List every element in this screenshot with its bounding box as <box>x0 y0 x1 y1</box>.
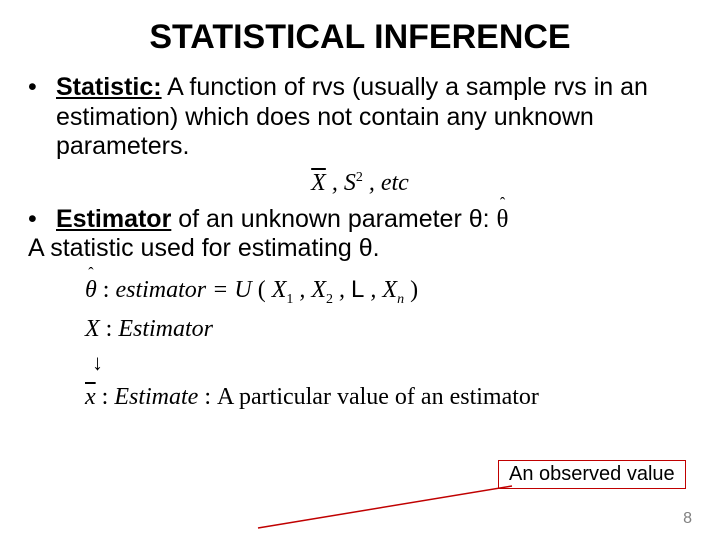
formula-close: ) <box>404 277 418 303</box>
bullet-2-lead: Estimator <box>56 205 171 233</box>
bullet-1: • Statistic: A function of rvs (usually … <box>0 73 720 162</box>
bullet-2-mid: of an unknown parameter θ: <box>171 205 496 233</box>
bullet-2-text: Estimator of an unknown parameter θ: ˆθ <box>56 205 692 235</box>
bullet-2-line2: A statistic used for estimating θ. <box>28 234 692 264</box>
formula-equals: = U ( X <box>206 277 286 303</box>
callout-box: An observed value <box>498 460 686 489</box>
slide-title: STATISTICAL INFERENCE <box>0 18 720 57</box>
down-arrow: ↓ <box>0 345 720 381</box>
formula-c3: , X <box>364 277 397 303</box>
bullet-1-lead: Statistic: <box>56 73 162 101</box>
arrow-down-icon: ↓ <box>92 346 103 379</box>
estimate-line: x : Estimate : A particular value of an … <box>0 379 720 415</box>
theta-hat-inline: ˆθ <box>497 205 509 235</box>
bullet-dot: • <box>28 73 56 162</box>
estimator-formula: ˆθ : estimator = U ( X1 , X2 , L , Xn ) <box>0 272 720 310</box>
bullet-2: • Estimator of an unknown parameter θ: ˆ… <box>0 205 720 264</box>
callout-text: An observed value <box>509 463 675 485</box>
theta-hat-symbol: ˆθ <box>85 272 97 308</box>
formula-colon: : <box>97 277 116 303</box>
formula-ell: L <box>351 276 364 303</box>
formula-c1: , X <box>293 277 326 303</box>
formula-estimator-word: estimator <box>115 277 206 303</box>
formula-sn: n <box>397 291 404 306</box>
equation-statistic-examples: X , S2 , etc <box>0 170 720 197</box>
formula-s2: 2 <box>326 291 333 306</box>
estimator-rv-line: X : Estimator <box>0 311 720 347</box>
page-number: 8 <box>683 510 692 528</box>
formula-c2: , <box>333 277 351 303</box>
bullet-1-text: Statistic: A function of rvs (usually a … <box>56 73 692 162</box>
bullet-dot: • <box>28 205 56 235</box>
